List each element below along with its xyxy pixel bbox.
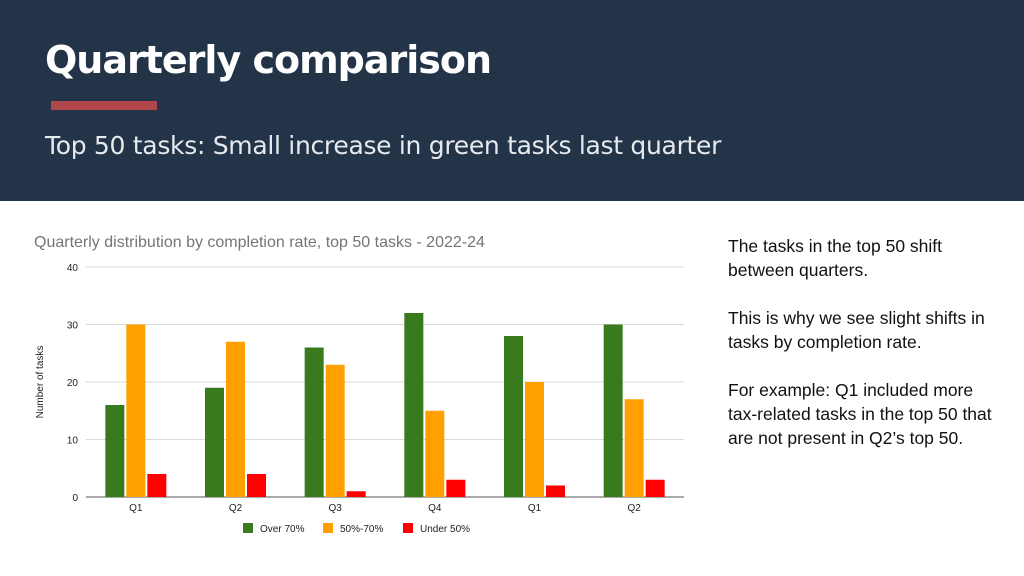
bar: [425, 410, 445, 497]
bar: [446, 479, 466, 497]
x-tick-label: Q2: [229, 503, 243, 514]
side-notes: The tasks in the top 50 shift between qu…: [728, 234, 998, 474]
bar: [546, 485, 565, 497]
x-tick-label: Q4: [428, 503, 442, 514]
chart-title: Quarterly distribution by completion rat…: [34, 234, 485, 251]
bar: [126, 324, 146, 497]
bar: [325, 364, 345, 497]
bar: [603, 324, 623, 497]
bar: [226, 341, 245, 497]
bar: [147, 474, 167, 497]
bar: [645, 479, 665, 497]
bar: [205, 387, 224, 497]
y-tick-label: 40: [67, 263, 79, 274]
x-tick-label: Q1: [528, 503, 542, 514]
legend-label: Over 70%: [260, 524, 305, 535]
note-paragraph: For example: Q1 included more tax-relate…: [728, 380, 992, 448]
chart-container: Quarterly distribution by completion rat…: [0, 201, 700, 576]
bar: [247, 474, 266, 497]
y-axis-label: Number of tasks: [35, 346, 46, 419]
bar: [304, 347, 324, 497]
bar: [346, 491, 366, 497]
slide-title: Quarterly comparison: [45, 38, 492, 82]
legend-label: Under 50%: [420, 524, 470, 535]
y-tick-label: 0: [72, 493, 78, 504]
bar: [504, 336, 523, 497]
x-tick-label: Q3: [328, 503, 342, 514]
y-tick-label: 10: [67, 436, 79, 447]
legend-swatch: [323, 523, 333, 533]
title-accent-bar: [51, 101, 157, 110]
note-paragraph: The tasks in the top 50 shift between qu…: [728, 236, 943, 280]
bar: [525, 382, 544, 497]
legend-swatch: [403, 523, 413, 533]
y-tick-label: 30: [67, 321, 79, 332]
legend-label: 50%-70%: [340, 524, 383, 535]
bar: [404, 313, 424, 497]
bar: [624, 399, 644, 497]
legend-swatch: [243, 523, 253, 533]
slide-header: Quarterly comparison Top 50 tasks: Small…: [0, 0, 1024, 201]
bar-chart: Quarterly distribution by completion rat…: [34, 234, 684, 535]
x-tick-label: Q1: [129, 503, 143, 514]
bar: [105, 405, 125, 497]
y-tick-label: 20: [67, 378, 79, 389]
x-tick-label: Q2: [627, 503, 641, 514]
note-paragraph: This is why we see slight shifts in task…: [728, 308, 985, 352]
slide-subtitle: Top 50 tasks: Small increase in green ta…: [45, 131, 722, 160]
